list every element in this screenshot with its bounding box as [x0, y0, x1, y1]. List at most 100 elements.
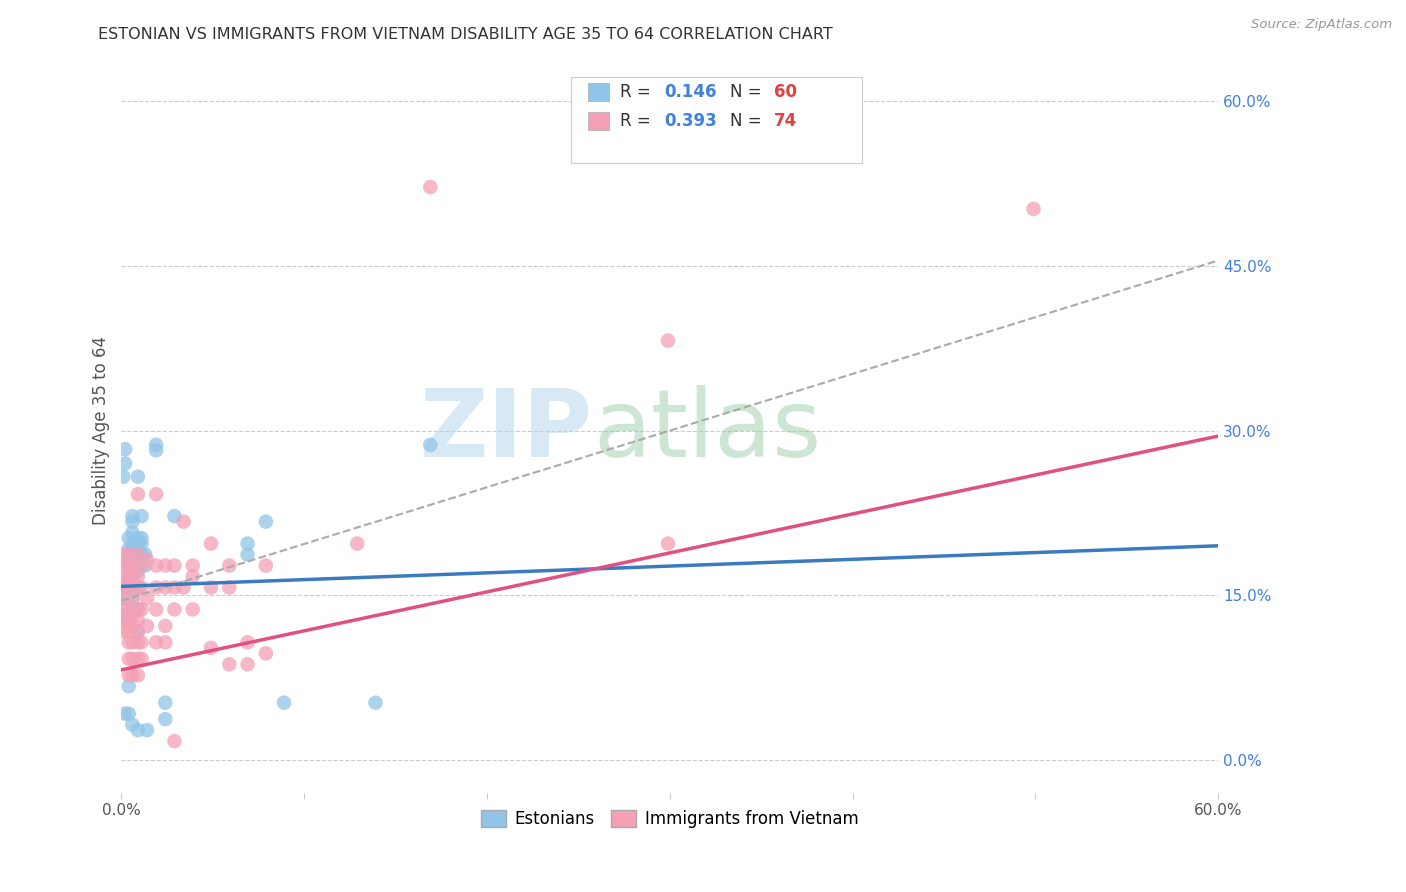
Point — [218, 657, 240, 672]
Point — [136, 553, 159, 567]
Point — [114, 581, 136, 595]
Point — [118, 614, 141, 628]
Text: R =: R = — [620, 112, 657, 129]
Point — [118, 624, 141, 639]
Point — [121, 525, 143, 540]
Point — [145, 635, 167, 649]
Point — [121, 619, 143, 633]
Point — [155, 619, 177, 633]
Point — [131, 602, 153, 616]
Point — [127, 602, 149, 616]
Point — [121, 591, 143, 606]
Point — [118, 531, 141, 545]
Text: N =: N = — [730, 83, 768, 101]
Point — [121, 542, 143, 557]
Point — [118, 542, 141, 557]
Point — [118, 652, 141, 666]
Point — [118, 679, 141, 693]
Point — [236, 635, 259, 649]
Point — [419, 180, 441, 194]
Point — [127, 564, 149, 578]
Point — [163, 509, 186, 524]
Point — [118, 706, 141, 721]
Text: 0.393: 0.393 — [664, 112, 717, 129]
Point — [121, 717, 143, 731]
Point — [114, 607, 136, 622]
Point — [131, 635, 153, 649]
Point — [121, 569, 143, 583]
Point — [155, 558, 177, 573]
Point — [236, 657, 259, 672]
Point — [118, 568, 141, 582]
Point — [112, 581, 135, 595]
Point — [134, 558, 156, 573]
Point — [127, 569, 149, 583]
Point — [127, 624, 149, 639]
Point — [118, 558, 141, 573]
Text: Source: ZipAtlas.com: Source: ZipAtlas.com — [1251, 18, 1392, 31]
Text: 74: 74 — [773, 112, 797, 129]
Point — [200, 640, 222, 655]
Point — [127, 469, 149, 483]
FancyBboxPatch shape — [588, 112, 609, 130]
Point — [112, 558, 135, 573]
Point — [155, 581, 177, 595]
Point — [131, 581, 153, 595]
Point — [127, 487, 149, 501]
Point — [121, 509, 143, 524]
Point — [163, 558, 186, 573]
Point — [127, 652, 149, 666]
Y-axis label: Disability Age 35 to 64: Disability Age 35 to 64 — [93, 336, 110, 525]
Point — [181, 569, 204, 583]
Point — [114, 706, 136, 721]
Point — [127, 635, 149, 649]
Point — [121, 652, 143, 666]
Point — [419, 438, 441, 452]
Point — [145, 443, 167, 458]
Point — [127, 602, 149, 616]
Point — [236, 548, 259, 562]
Point — [131, 558, 153, 573]
Point — [121, 548, 143, 562]
Point — [127, 548, 149, 562]
Point — [131, 652, 153, 666]
Point — [127, 581, 149, 595]
Point — [121, 558, 143, 573]
Text: 0.146: 0.146 — [664, 83, 717, 101]
Point — [155, 635, 177, 649]
Point — [155, 712, 177, 726]
Point — [127, 536, 149, 550]
Point — [236, 536, 259, 550]
Point — [136, 619, 159, 633]
Point — [163, 734, 186, 748]
FancyBboxPatch shape — [588, 83, 609, 101]
Point — [112, 548, 135, 562]
Point — [657, 536, 679, 550]
Point — [127, 531, 149, 545]
Text: ZIP: ZIP — [420, 384, 593, 476]
Point — [131, 536, 153, 550]
Point — [118, 581, 141, 595]
Point — [173, 581, 195, 595]
Text: N =: N = — [730, 112, 768, 129]
Point — [121, 635, 143, 649]
Text: 60: 60 — [773, 83, 797, 101]
Legend: Estonians, Immigrants from Vietnam: Estonians, Immigrants from Vietnam — [474, 804, 865, 835]
Point — [136, 591, 159, 606]
Point — [127, 668, 149, 682]
Point — [118, 635, 141, 649]
Point — [121, 558, 143, 573]
Point — [121, 564, 143, 578]
Point — [121, 581, 143, 595]
Point — [200, 581, 222, 595]
Point — [181, 558, 204, 573]
Point — [173, 515, 195, 529]
FancyBboxPatch shape — [571, 78, 862, 162]
Point — [145, 558, 167, 573]
Point — [127, 581, 149, 595]
Point — [118, 602, 141, 616]
Point — [127, 558, 149, 573]
Point — [145, 581, 167, 595]
Text: R =: R = — [620, 83, 657, 101]
Point — [163, 602, 186, 616]
